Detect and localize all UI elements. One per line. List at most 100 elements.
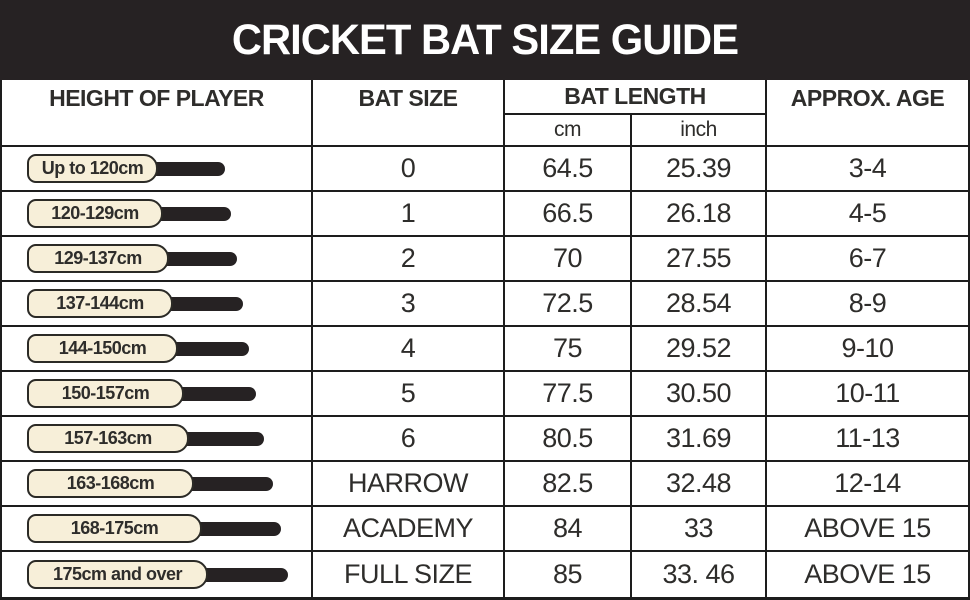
height-cell: Up to 120cm bbox=[2, 147, 313, 190]
age-value: 6-7 bbox=[848, 243, 887, 273]
cricket-bat-icon: 137-144cm bbox=[27, 289, 243, 318]
bat-blade: 120-129cm bbox=[27, 199, 163, 228]
length-inch-value: 33 bbox=[632, 507, 767, 550]
length-inch-value: 30.50 bbox=[632, 372, 767, 415]
table-row: 144-150cm 4 75 29.52 9-10 bbox=[2, 327, 968, 372]
height-cell: 150-157cm bbox=[2, 372, 313, 415]
height-range-label: 157-163cm bbox=[64, 428, 152, 448]
height-cell: 120-129cm bbox=[2, 192, 313, 235]
age-value: 9-10 bbox=[841, 333, 894, 363]
length-cm-value: 85 bbox=[505, 552, 632, 597]
age-value: 10-11 bbox=[835, 378, 900, 408]
cricket-bat-icon: 150-157cm bbox=[27, 379, 256, 408]
table-header: HEIGHT OF PLAYER BAT SIZE BAT LENGTH APP… bbox=[2, 80, 968, 147]
table-body: Up to 120cm 0 64.5 25.39 3-4 120-129cm 1… bbox=[2, 147, 968, 597]
bat-blade: 144-150cm bbox=[27, 334, 178, 363]
bat-handle bbox=[203, 567, 288, 582]
height-cell: 175cm and over bbox=[2, 552, 313, 597]
length-cm-value: 77.5 bbox=[505, 372, 632, 415]
header-height-of-player: HEIGHT OF PLAYER bbox=[2, 80, 313, 145]
length-cm-value: 70 bbox=[505, 237, 632, 280]
length-inch-value: 31.69 bbox=[632, 417, 767, 460]
bat-size-value: 0 bbox=[313, 147, 505, 190]
bat-size-value: 5 bbox=[313, 372, 505, 415]
length-cm-value: 75 bbox=[505, 327, 632, 370]
height-range-label: 137-144cm bbox=[56, 293, 144, 313]
bat-size-value: ACADEMY bbox=[313, 507, 505, 550]
length-inch-value: 28.54 bbox=[632, 282, 767, 325]
height-range-label: Up to 120cm bbox=[41, 158, 144, 178]
bat-blade: 175cm and over bbox=[27, 560, 208, 589]
height-range-label: 129-137cm bbox=[54, 248, 142, 268]
length-cm-value: 82.5 bbox=[505, 462, 632, 505]
bat-size-value: 6 bbox=[313, 417, 505, 460]
header-bat-length: BAT LENGTH bbox=[505, 80, 767, 115]
cricket-bat-icon: Up to 120cm bbox=[27, 154, 225, 183]
length-cm-value: 84 bbox=[505, 507, 632, 550]
bat-handle bbox=[189, 476, 273, 491]
length-inch-value: 33. 46 bbox=[632, 552, 767, 597]
bat-handle bbox=[179, 386, 256, 401]
height-range-label: 150-157cm bbox=[61, 383, 150, 403]
height-cell: 163-168cm bbox=[2, 462, 313, 505]
age-value: 11-13 bbox=[835, 423, 900, 453]
height-cell: 168-175cm bbox=[2, 507, 313, 550]
age-value: 12-14 bbox=[834, 468, 901, 498]
age-value: 8-9 bbox=[848, 288, 887, 318]
table-row: 150-157cm 5 77.5 30.50 10-11 bbox=[2, 372, 968, 417]
title-banner: CRICKET BAT SIZE GUIDE bbox=[0, 0, 970, 80]
page-title: CRICKET BAT SIZE GUIDE bbox=[231, 15, 739, 64]
length-cm-value: 72.5 bbox=[505, 282, 632, 325]
length-inch-value: 26.18 bbox=[632, 192, 767, 235]
height-cell: 137-144cm bbox=[2, 282, 313, 325]
age-value: ABOVE 15 bbox=[804, 513, 931, 543]
length-cm-value: 80.5 bbox=[505, 417, 632, 460]
table-row: 175cm and over FULL SIZE 85 33. 46 ABOVE… bbox=[2, 552, 968, 597]
bat-size-value: 2 bbox=[313, 237, 505, 280]
table-row: Up to 120cm 0 64.5 25.39 3-4 bbox=[2, 147, 968, 192]
table-row: 120-129cm 1 66.5 26.18 4-5 bbox=[2, 192, 968, 237]
age-value: 4-5 bbox=[848, 198, 887, 228]
header-approx-age: APPROX. AGE bbox=[790, 85, 945, 111]
height-cell: 144-150cm bbox=[2, 327, 313, 370]
bat-handle bbox=[168, 296, 243, 311]
bat-blade: 163-168cm bbox=[27, 469, 194, 498]
age-value: 3-4 bbox=[848, 153, 887, 183]
bat-handle bbox=[184, 431, 264, 446]
cricket-bat-icon: 168-175cm bbox=[27, 514, 281, 543]
height-cell: 157-163cm bbox=[2, 417, 313, 460]
table-row: 129-137cm 2 70 27.55 6-7 bbox=[2, 237, 968, 282]
height-range-label: 168-175cm bbox=[70, 518, 159, 538]
bat-blade: 137-144cm bbox=[27, 289, 173, 318]
header-bat-size: BAT SIZE bbox=[313, 80, 505, 145]
table-row: 168-175cm ACADEMY 84 33 ABOVE 15 bbox=[2, 507, 968, 552]
length-inch-value: 25.39 bbox=[632, 147, 767, 190]
length-cm-value: 64.5 bbox=[505, 147, 632, 190]
height-range-label: 120-129cm bbox=[51, 203, 139, 223]
cricket-bat-icon: 163-168cm bbox=[27, 469, 273, 498]
bat-handle bbox=[173, 341, 249, 356]
bat-handle bbox=[164, 251, 237, 266]
bat-size-value: 4 bbox=[313, 327, 505, 370]
age-value: ABOVE 15 bbox=[804, 559, 931, 589]
length-inch-value: 27.55 bbox=[632, 237, 767, 280]
bat-blade: Up to 120cm bbox=[27, 154, 158, 183]
bat-size-value: 3 bbox=[313, 282, 505, 325]
header-cm: cm bbox=[505, 115, 632, 145]
bat-handle bbox=[158, 206, 231, 221]
bat-size-value: 1 bbox=[313, 192, 505, 235]
length-cm-value: 66.5 bbox=[505, 192, 632, 235]
bat-blade: 168-175cm bbox=[27, 514, 202, 543]
cricket-bat-icon: 175cm and over bbox=[27, 560, 288, 589]
bat-size-value: HARROW bbox=[313, 462, 505, 505]
height-range-label: 144-150cm bbox=[58, 338, 147, 358]
height-range-label: 175cm and over bbox=[52, 564, 183, 584]
table-row: 157-163cm 6 80.5 31.69 11-13 bbox=[2, 417, 968, 462]
height-range-label: 163-168cm bbox=[66, 473, 155, 493]
length-inch-value: 29.52 bbox=[632, 327, 767, 370]
size-guide-table: HEIGHT OF PLAYER BAT SIZE BAT LENGTH APP… bbox=[0, 80, 970, 600]
cricket-bat-icon: 129-137cm bbox=[27, 244, 237, 273]
length-inch-value: 32.48 bbox=[632, 462, 767, 505]
table-row: 137-144cm 3 72.5 28.54 8-9 bbox=[2, 282, 968, 327]
cricket-bat-icon: 120-129cm bbox=[27, 199, 231, 228]
